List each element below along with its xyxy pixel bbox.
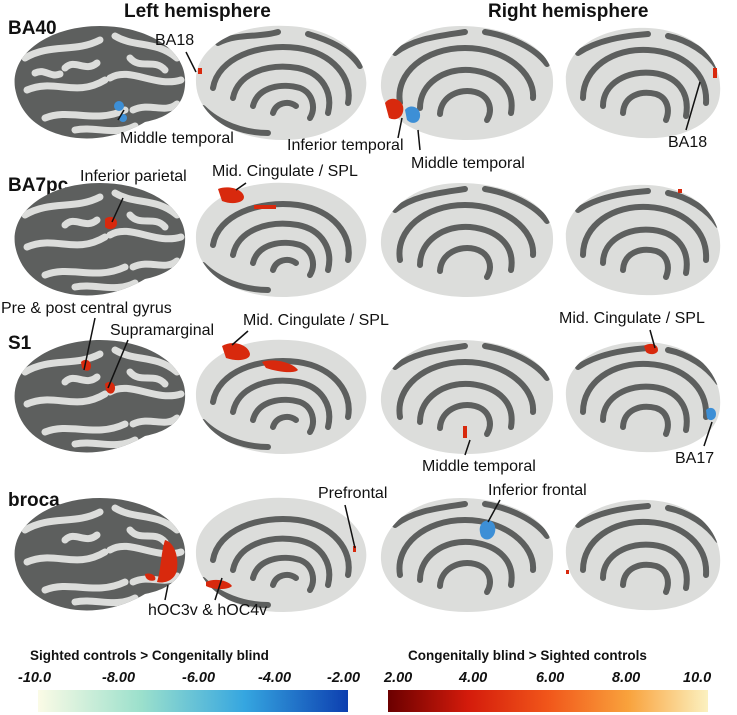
annotation-prefrontal: Prefrontal bbox=[318, 485, 388, 502]
row-label-ba40: BA40 bbox=[8, 18, 57, 39]
left-hemisphere-title: Left hemisphere bbox=[124, 1, 271, 22]
annotation-middle-temporal: Middle temporal bbox=[422, 458, 536, 475]
colorbar-blue-title: Sighted controls > Congenitally blind bbox=[30, 648, 269, 663]
brain-left-lateral bbox=[14, 183, 186, 296]
brain-right-lateral bbox=[565, 499, 721, 611]
annotation-inferior-frontal: Inferior frontal bbox=[488, 482, 587, 499]
brain-right-medial bbox=[380, 498, 554, 612]
annotation-mid-cingulate-spl: Mid. Cingulate / SPL bbox=[243, 312, 389, 329]
annotation-mid-cingulate-spl: Mid. Cingulate / SPL bbox=[212, 163, 358, 180]
brain-left-lateral bbox=[14, 340, 186, 453]
brain-left-medial bbox=[195, 497, 367, 612]
annotation-middle-temporal: Middle temporal bbox=[411, 155, 525, 172]
brain-left-medial bbox=[195, 25, 367, 140]
colorbar-red-tick: 4.00 bbox=[459, 670, 488, 686]
annotation-inferior-temporal: Inferior temporal bbox=[287, 137, 404, 154]
colorbar-blue-gradient bbox=[38, 690, 348, 712]
right-hemisphere-title: Right hemisphere bbox=[488, 1, 649, 22]
colorbar-red-tick: 6.00 bbox=[536, 670, 565, 686]
brain-left-lateral bbox=[14, 26, 186, 139]
colorbar-blue-tick: -8.00 bbox=[102, 670, 136, 686]
brain-right-medial bbox=[380, 340, 554, 454]
brain-right-lateral bbox=[565, 27, 721, 139]
colorbar-blue-tick: -2.00 bbox=[327, 670, 361, 686]
annotation-middle-temporal: Middle temporal bbox=[120, 130, 234, 147]
annotation-hoc3v-hoc4v: hOC3v & hOC4v bbox=[148, 602, 268, 619]
brain-left-lateral bbox=[14, 498, 186, 611]
colorbar-red-tick: 8.00 bbox=[612, 670, 641, 686]
colorbar-blue-tick: -4.00 bbox=[258, 670, 292, 686]
row-label-s1: S1 bbox=[8, 333, 32, 354]
annotation-supramarginal: Supramarginal bbox=[110, 322, 215, 339]
colorbar-red-title: Congenitally blind > Sighted controls bbox=[408, 648, 647, 663]
colorbar-blue-tick: -10.0 bbox=[18, 670, 52, 686]
brain-right-lateral bbox=[565, 184, 721, 296]
annotation-inferior-parietal: Inferior parietal bbox=[80, 168, 187, 185]
brain-right-medial bbox=[380, 183, 554, 297]
colorbar-red-tick: 2.00 bbox=[384, 670, 413, 686]
colorbar-red-tick: 10.0 bbox=[683, 670, 712, 686]
brain-right-lateral bbox=[565, 341, 721, 453]
brain-right-medial bbox=[380, 26, 554, 140]
colorbar-blue-tick: -6.00 bbox=[182, 670, 216, 686]
row-label-ba7pc: BA7pc bbox=[8, 175, 69, 196]
annotation-mid-cingulate-spl: Mid. Cingulate / SPL bbox=[559, 310, 705, 327]
annotation-ba18-right: BA18 bbox=[668, 134, 708, 151]
brain-left-medial bbox=[195, 339, 367, 454]
row-label-broca: broca bbox=[8, 490, 60, 511]
annotation-ba18-left: BA18 bbox=[155, 32, 195, 49]
annotation-ba17: BA17 bbox=[675, 450, 715, 467]
brain-left-medial bbox=[195, 182, 367, 297]
annotation-pre-post-central-gyrus: Pre & post central gyrus bbox=[1, 300, 172, 317]
colorbar-red-gradient bbox=[388, 690, 708, 712]
